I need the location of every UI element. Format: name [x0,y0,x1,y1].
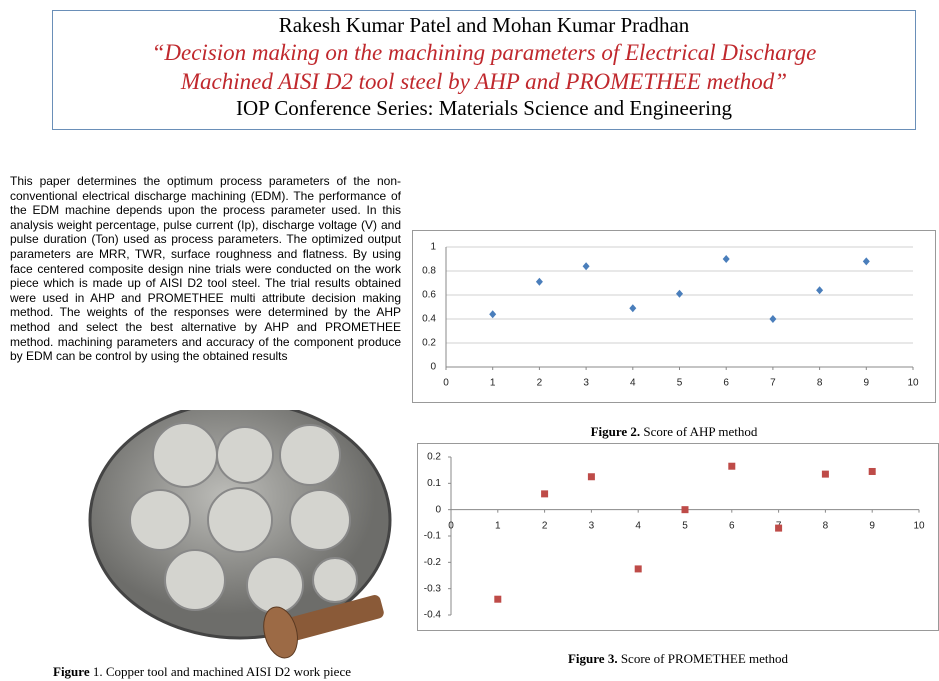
data-point [634,565,642,573]
x-tick-label: 3 [589,520,595,531]
x-tick-label: 4 [635,520,641,531]
y-tick-label: 0 [430,362,436,373]
x-tick-label: 2 [542,520,548,531]
y-tick-label: 0.2 [422,338,436,349]
title-line: Machined AISI D2 tool steel by AHP and P… [180,69,788,94]
journal: IOP Conference Series: Materials Science… [235,96,733,120]
y-tick-label: 0.1 [427,478,441,489]
y-tick-label: 1 [430,242,436,253]
data-point [494,595,502,603]
x-tick-label: 10 [907,378,919,389]
y-tick-label: -0.4 [424,610,442,621]
data-point [535,277,543,286]
data-point [489,310,497,319]
caption-text: Score of PROMETHEE method [620,651,788,666]
x-tick-label: 7 [770,378,776,389]
authors: Rakesh Kumar Patel and Mohan Kumar Pradh… [278,13,690,37]
data-point [775,524,783,532]
x-tick-label: 5 [677,378,683,389]
x-tick-label: 6 [729,520,735,531]
data-point [722,255,730,263]
x-tick-label: 6 [723,378,729,389]
figure-caption: Figure 1. Copper tool and machined AISI … [53,664,351,680]
caption-label: Figure [53,664,90,679]
x-tick-label: 8 [823,520,829,531]
data-point [769,315,777,323]
chart: -0.4-0.3-0.2-0.100.10.2012345678910 [417,443,939,631]
title-line: “Decision making on the machining parame… [151,40,817,65]
data-point [676,289,683,298]
header: Rakesh Kumar Patel and Mohan Kumar Pradh… [52,10,916,130]
data-point [821,470,829,478]
x-tick-label: 3 [583,378,589,389]
y-tick-label: 0.6 [422,290,436,301]
x-tick-label: 0 [448,520,454,531]
data-point [587,473,595,481]
y-tick-label: -0.1 [424,531,442,542]
x-tick-label: 8 [817,378,823,389]
caption-text: Score of AHP method [643,424,758,439]
x-tick-label: 5 [682,520,688,531]
data-point [681,506,689,514]
data-point [629,304,637,313]
chart: 00.20.40.60.810 1 2 3 4 5 6 7 8 9 10 [412,230,936,403]
y-tick-label: 0 [435,504,441,515]
y-tick-label: 0.4 [422,314,436,325]
data-point [541,490,549,498]
caption-text: 1. Copper tool and machined AISI D2 work… [92,664,351,679]
data-point [862,257,870,266]
figure-caption: Figure 2. Score of AHP method [412,424,936,440]
data-point [868,467,876,475]
x-tick-label: 1 [495,520,501,531]
y-tick-label: 0.8 [422,266,436,277]
x-tick-label: 4 [630,378,636,389]
data-point [728,462,736,470]
y-tick-label: -0.3 [424,583,442,594]
data-point [816,286,824,295]
x-tick-label: 10 [913,520,925,531]
figure-caption: Figure 3. Score of PROMETHEE method [417,651,939,667]
data-point [582,262,590,271]
photo [80,410,410,660]
x-tick-label: 1 [490,378,496,389]
caption-label: Figure 2. [590,424,641,439]
abstract: This paper determines the optimum proces… [10,174,401,364]
x-tick-label: 2 [537,378,543,389]
caption-label: Figure 3. [567,651,618,666]
x-tick-label: 9 [869,520,875,531]
x-tick-label: 0 [443,378,449,389]
x-tick-label: 9 [864,378,870,389]
y-tick-label: -0.2 [424,557,442,568]
y-tick-label: 0.2 [427,452,441,463]
